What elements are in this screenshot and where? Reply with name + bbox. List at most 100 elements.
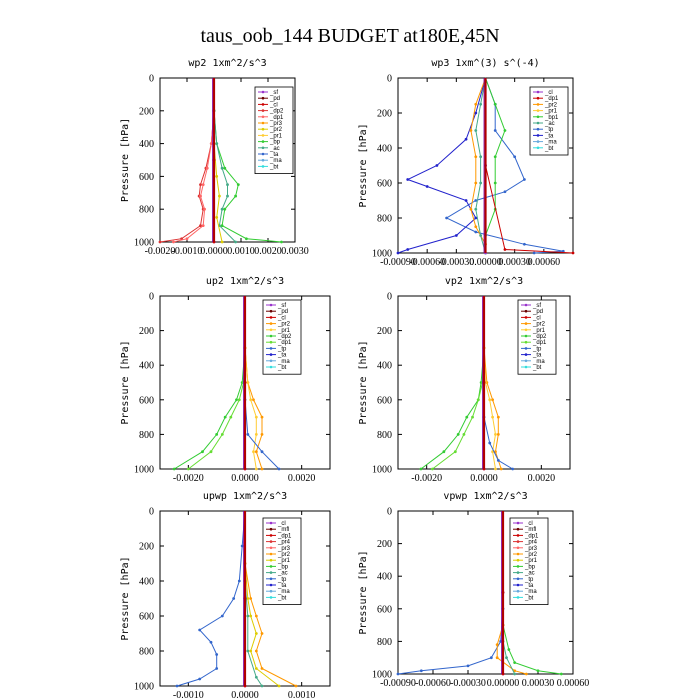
data-point bbox=[493, 155, 497, 159]
x-tick-label: -0.0020 bbox=[173, 473, 204, 484]
legend-label: _pr2 bbox=[277, 322, 291, 328]
legend-marker bbox=[536, 109, 540, 112]
legend-marker bbox=[269, 309, 273, 313]
data-point bbox=[198, 677, 202, 681]
legend-marker bbox=[516, 534, 520, 537]
legend-marker bbox=[269, 340, 273, 344]
legend-marker bbox=[536, 134, 540, 137]
y-axis-label: Pressure [hPa] bbox=[120, 118, 131, 202]
y-tick-label: 0 bbox=[149, 507, 154, 518]
data-point bbox=[474, 102, 478, 106]
legend-marker bbox=[261, 158, 265, 162]
data-point bbox=[254, 632, 258, 635]
data-point bbox=[474, 216, 478, 220]
chart-panel-4: vp2 1xm^2/s^3 Pressure [hPa] 0 200 400 600 800… bbox=[358, 276, 571, 484]
legend-marker bbox=[269, 334, 273, 338]
legend-marker bbox=[536, 115, 540, 119]
data-point bbox=[479, 181, 483, 185]
x-tick-label: -0.0010 bbox=[172, 246, 203, 257]
legend-label: _cl bbox=[544, 90, 553, 96]
legend-label: _dp2 bbox=[269, 109, 284, 115]
legend-label: _bt bbox=[544, 146, 554, 152]
y-tick-label: 400 bbox=[139, 361, 154, 372]
legend-marker bbox=[269, 534, 273, 537]
y-tick-label: 1000 bbox=[372, 670, 392, 681]
data-point bbox=[474, 207, 478, 211]
data-point bbox=[474, 129, 478, 132]
legend-marker bbox=[524, 328, 528, 332]
data-point bbox=[246, 597, 250, 600]
panel-title: up2 1xm^2/s^3 bbox=[206, 276, 284, 287]
data-point bbox=[277, 467, 281, 471]
y-tick-label: 800 bbox=[139, 647, 154, 658]
data-point bbox=[471, 415, 474, 419]
y-tick-label: 600 bbox=[377, 395, 392, 406]
legend-label: _pd bbox=[277, 309, 288, 315]
legend-label: _cl bbox=[532, 315, 541, 321]
legend-marker bbox=[516, 546, 520, 550]
legend-marker bbox=[524, 359, 528, 363]
legend-label: _dp2 bbox=[532, 334, 547, 340]
y-tick-label: 200 bbox=[139, 326, 154, 337]
data-point bbox=[203, 207, 206, 211]
legend-label: _sf bbox=[532, 303, 541, 309]
legend-marker bbox=[536, 146, 540, 150]
legend-label: _ta bbox=[277, 353, 287, 359]
data-point bbox=[507, 648, 511, 651]
legend-marker bbox=[261, 103, 265, 106]
data-point bbox=[215, 175, 219, 178]
data-point bbox=[234, 240, 238, 244]
legend-label: _dp1 bbox=[524, 533, 539, 539]
y-tick-label: 600 bbox=[139, 612, 154, 623]
data-point bbox=[215, 142, 219, 146]
legend-box bbox=[509, 517, 549, 605]
x-tick-label: 0.00060 bbox=[528, 257, 561, 268]
legend-marker bbox=[524, 316, 528, 319]
legend-label: _pr1 bbox=[269, 133, 283, 139]
x-tick-label: 0.0000 bbox=[231, 473, 259, 484]
legend-marker bbox=[269, 322, 273, 325]
x-tick-label: -0.00060 bbox=[409, 257, 445, 268]
x-tick-label: 0.0020 bbox=[528, 473, 556, 484]
plot-frame bbox=[397, 510, 574, 675]
legend-label: _cl bbox=[277, 521, 286, 527]
legend-label: _ta bbox=[544, 133, 554, 139]
data-point bbox=[474, 155, 478, 159]
data-point bbox=[175, 684, 179, 688]
legend-marker bbox=[269, 589, 273, 593]
data-point bbox=[513, 672, 517, 676]
legend-marker bbox=[261, 109, 265, 112]
data-point bbox=[503, 190, 507, 194]
data-point bbox=[254, 450, 258, 454]
data-point bbox=[235, 398, 238, 402]
legend-marker bbox=[524, 340, 528, 344]
legend-label: _pr3 bbox=[524, 546, 538, 552]
data-point bbox=[493, 181, 497, 185]
y-tick-label: 400 bbox=[139, 577, 154, 588]
data-point bbox=[491, 398, 494, 402]
data-point bbox=[246, 649, 250, 653]
legend-label: _bp bbox=[524, 564, 536, 570]
data-point bbox=[209, 450, 213, 454]
data-point bbox=[479, 234, 483, 237]
data-point bbox=[215, 216, 219, 219]
x-tick-label: 0.0030 bbox=[281, 246, 309, 257]
legend-label: _ta bbox=[269, 152, 279, 158]
plot-frame bbox=[159, 77, 296, 243]
data-point bbox=[505, 656, 508, 660]
y-axis-label: Pressure [hPa] bbox=[358, 340, 369, 424]
data-point bbox=[229, 415, 233, 419]
legend-marker bbox=[269, 316, 273, 319]
data-point bbox=[496, 458, 500, 462]
series-line-tp bbox=[397, 511, 504, 675]
data-point bbox=[503, 248, 507, 251]
legend-marker bbox=[269, 527, 273, 531]
legend-marker bbox=[269, 365, 273, 369]
legend-marker bbox=[516, 540, 520, 543]
x-tick-label: -0.00030 bbox=[438, 257, 474, 268]
series-line-tp bbox=[483, 296, 513, 470]
legend-label: _pr2 bbox=[277, 552, 291, 558]
data-point bbox=[245, 237, 248, 241]
legend-marker bbox=[524, 334, 528, 338]
